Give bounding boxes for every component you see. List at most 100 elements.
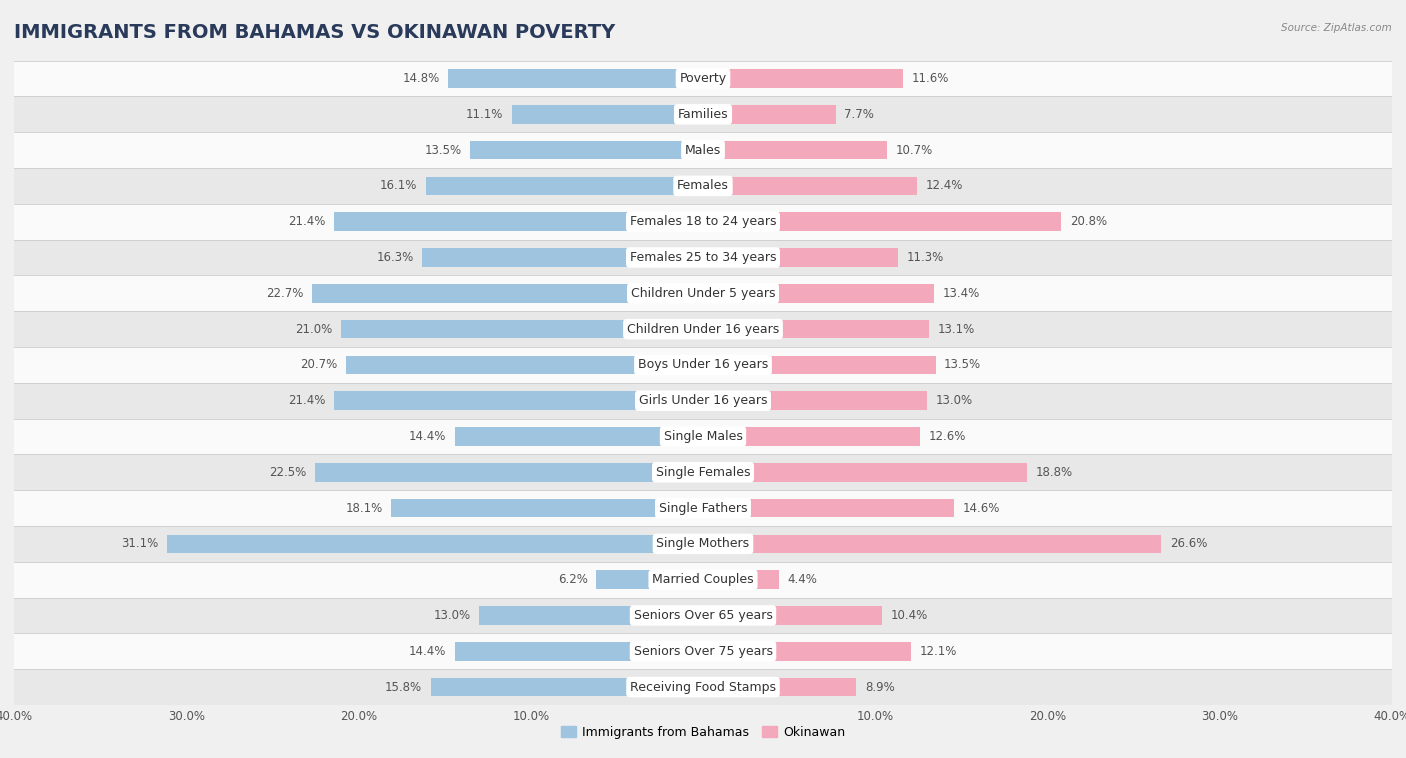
Text: Married Couples: Married Couples xyxy=(652,573,754,586)
Bar xyxy=(703,248,897,267)
Legend: Immigrants from Bahamas, Okinawan: Immigrants from Bahamas, Okinawan xyxy=(555,721,851,744)
Bar xyxy=(335,212,703,231)
Text: 21.0%: 21.0% xyxy=(295,323,333,336)
Bar xyxy=(335,391,703,410)
Bar xyxy=(14,454,1392,490)
Text: 18.1%: 18.1% xyxy=(346,502,382,515)
Text: 12.1%: 12.1% xyxy=(920,645,957,658)
Bar xyxy=(14,634,1392,669)
Bar xyxy=(14,383,1392,418)
Text: 26.6%: 26.6% xyxy=(1170,537,1208,550)
Text: 13.1%: 13.1% xyxy=(938,323,974,336)
Text: 11.6%: 11.6% xyxy=(911,72,949,85)
Text: 20.7%: 20.7% xyxy=(301,359,337,371)
Bar xyxy=(703,606,882,625)
Text: Children Under 16 years: Children Under 16 years xyxy=(627,323,779,336)
Bar xyxy=(14,240,1392,275)
Text: 6.2%: 6.2% xyxy=(558,573,588,586)
Bar xyxy=(14,347,1392,383)
Bar xyxy=(14,204,1392,240)
Text: Source: ZipAtlas.com: Source: ZipAtlas.com xyxy=(1281,23,1392,33)
Bar xyxy=(703,212,1062,231)
Text: Boys Under 16 years: Boys Under 16 years xyxy=(638,359,768,371)
Bar xyxy=(479,606,703,625)
Text: Poverty: Poverty xyxy=(679,72,727,85)
Text: 14.8%: 14.8% xyxy=(402,72,440,85)
Bar xyxy=(449,69,703,88)
Text: 13.4%: 13.4% xyxy=(942,287,980,300)
Bar xyxy=(703,642,911,660)
Bar xyxy=(703,356,935,374)
Text: 10.7%: 10.7% xyxy=(896,143,934,157)
Bar xyxy=(703,463,1026,481)
Bar xyxy=(703,105,835,124)
Text: Single Fathers: Single Fathers xyxy=(659,502,747,515)
Bar xyxy=(346,356,703,374)
Bar xyxy=(14,312,1392,347)
Bar xyxy=(703,499,955,518)
Bar xyxy=(14,61,1392,96)
Bar xyxy=(703,69,903,88)
Bar xyxy=(703,391,927,410)
Bar xyxy=(14,669,1392,705)
Text: 20.8%: 20.8% xyxy=(1070,215,1107,228)
Text: 7.7%: 7.7% xyxy=(844,108,875,121)
Text: Females 18 to 24 years: Females 18 to 24 years xyxy=(630,215,776,228)
Bar xyxy=(703,177,917,196)
Bar xyxy=(703,428,920,446)
Text: 14.6%: 14.6% xyxy=(963,502,1001,515)
Text: 22.5%: 22.5% xyxy=(270,465,307,479)
Text: 4.4%: 4.4% xyxy=(787,573,817,586)
Bar xyxy=(703,320,928,338)
Text: 21.4%: 21.4% xyxy=(288,215,326,228)
Text: 12.6%: 12.6% xyxy=(928,430,966,443)
Text: 16.3%: 16.3% xyxy=(377,251,413,264)
Text: 13.5%: 13.5% xyxy=(425,143,461,157)
Text: Females 25 to 34 years: Females 25 to 34 years xyxy=(630,251,776,264)
Text: 13.0%: 13.0% xyxy=(935,394,973,407)
Bar xyxy=(167,534,703,553)
Bar xyxy=(703,534,1161,553)
Text: 13.5%: 13.5% xyxy=(945,359,981,371)
Bar xyxy=(422,248,703,267)
Bar xyxy=(703,678,856,697)
Bar xyxy=(14,418,1392,454)
Bar xyxy=(426,177,703,196)
Text: IMMIGRANTS FROM BAHAMAS VS OKINAWAN POVERTY: IMMIGRANTS FROM BAHAMAS VS OKINAWAN POVE… xyxy=(14,23,616,42)
Text: 21.4%: 21.4% xyxy=(288,394,326,407)
Text: 8.9%: 8.9% xyxy=(865,681,894,694)
Text: Families: Families xyxy=(678,108,728,121)
Bar xyxy=(14,562,1392,597)
Bar xyxy=(14,597,1392,634)
Text: Receiving Food Stamps: Receiving Food Stamps xyxy=(630,681,776,694)
Bar xyxy=(14,490,1392,526)
Text: 13.0%: 13.0% xyxy=(433,609,471,622)
Text: 16.1%: 16.1% xyxy=(380,180,418,193)
Text: Single Females: Single Females xyxy=(655,465,751,479)
Text: Children Under 5 years: Children Under 5 years xyxy=(631,287,775,300)
Bar xyxy=(596,570,703,589)
Text: Females: Females xyxy=(678,180,728,193)
Text: 11.3%: 11.3% xyxy=(907,251,943,264)
Bar xyxy=(703,570,779,589)
Bar xyxy=(512,105,703,124)
Bar xyxy=(456,642,703,660)
Bar xyxy=(315,463,703,481)
Bar xyxy=(14,132,1392,168)
Bar xyxy=(703,284,934,302)
Bar xyxy=(456,428,703,446)
Text: 11.1%: 11.1% xyxy=(465,108,503,121)
Bar xyxy=(703,141,887,159)
Bar xyxy=(14,96,1392,132)
Text: Girls Under 16 years: Girls Under 16 years xyxy=(638,394,768,407)
Bar xyxy=(391,499,703,518)
Bar xyxy=(430,678,703,697)
Text: Single Mothers: Single Mothers xyxy=(657,537,749,550)
Bar xyxy=(312,284,703,302)
Text: Seniors Over 75 years: Seniors Over 75 years xyxy=(634,645,772,658)
Bar xyxy=(14,168,1392,204)
Text: 14.4%: 14.4% xyxy=(409,430,446,443)
Text: 18.8%: 18.8% xyxy=(1035,465,1073,479)
Text: 15.8%: 15.8% xyxy=(385,681,422,694)
Text: 14.4%: 14.4% xyxy=(409,645,446,658)
